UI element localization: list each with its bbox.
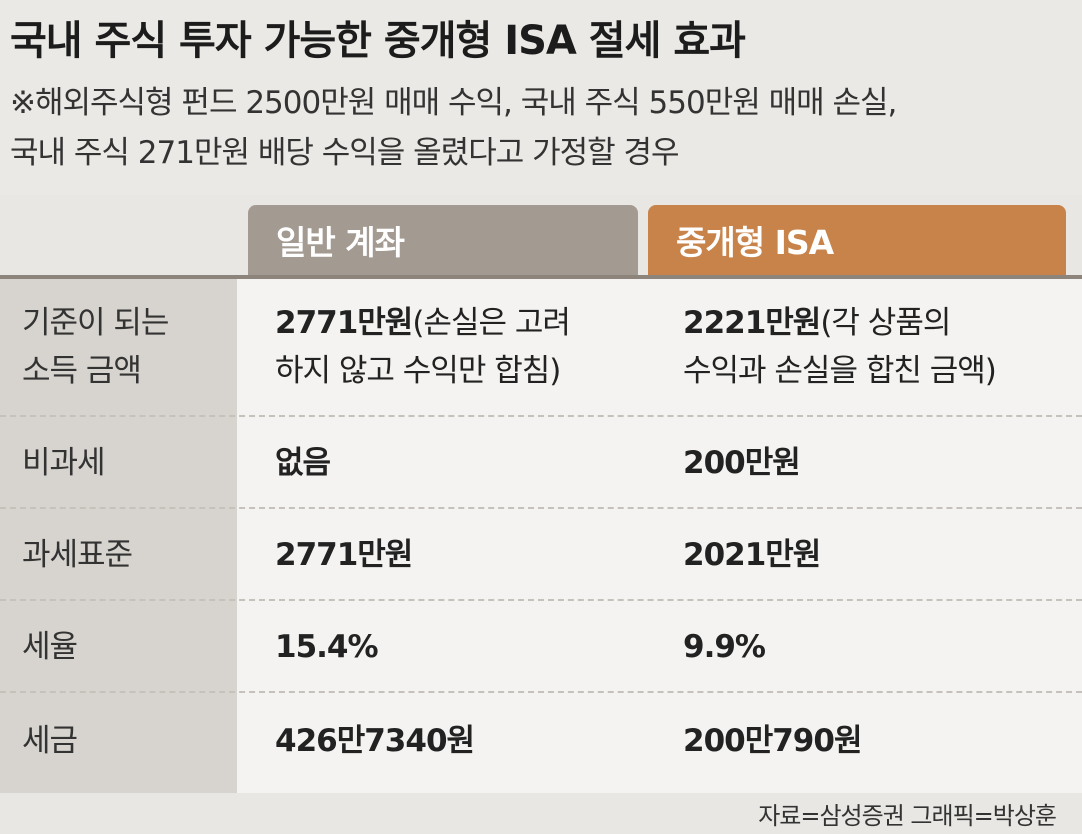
general-cell: 426만7340원 (275, 723, 475, 759)
general-note: 하지 않고 수익만 합침) (275, 353, 561, 389)
isa-value: 2221만원 (683, 305, 821, 341)
table-top-rule (0, 275, 1082, 279)
table-row: 세율 15.4% 9.9% (0, 601, 1082, 693)
row-label: 기준이 되는 소득 금액 (22, 305, 169, 389)
source-credit: 자료=삼성증권 그래픽=박상훈 (758, 802, 1057, 830)
general-value: 2771만원 (275, 305, 413, 341)
table-row: 과세표준 2771만원 2021만원 (0, 509, 1082, 601)
isa-note: 수익과 손실을 합친 금액) (683, 353, 997, 389)
row-label: 과세표준 (22, 537, 133, 573)
isa-cell: 2221만원(각 상품의 수익과 손실을 합친 금액) (683, 299, 997, 395)
column-header-general: 일반 계좌 (248, 205, 638, 275)
isa-cell: 2021만원 (683, 537, 821, 573)
row-label: 세율 (22, 629, 78, 665)
header: 국내 주식 투자 가능한 중개형 ISA 절세 효과 ※해외주식형 펀드 250… (0, 0, 1082, 195)
row-label: 비과세 (22, 445, 106, 481)
chart-title: 국내 주식 투자 가능한 중개형 ISA 절세 효과 (10, 18, 746, 64)
comparison-table: 일반 계좌 중개형 ISA 기준이 되는 소득 금액 2771만원(손실은 고려… (0, 195, 1082, 795)
general-cell: 2771만원(손실은 고려 하지 않고 수익만 합침) (275, 299, 571, 395)
general-note: (손실은 고려 (412, 305, 571, 341)
row-label: 세금 (22, 723, 78, 759)
subtitle-line-2: 국내 주식 271만원 배당 수익을 올렸다고 가정할 경우 (10, 135, 680, 171)
subtitle-line-1: ※해외주식형 펀드 2500만원 매매 수익, 국내 주식 550만원 매매 손… (10, 85, 897, 121)
table-row: 기준이 되는 소득 금액 2771만원(손실은 고려 하지 않고 수익만 합침)… (0, 279, 1082, 417)
general-cell: 없음 (275, 445, 331, 481)
label-column (0, 279, 237, 793)
table-row: 비과세 없음 200만원 (0, 417, 1082, 509)
isa-cell: 200만원 (683, 445, 801, 481)
data-column (237, 279, 1082, 793)
general-cell: 2771만원 (275, 537, 413, 573)
isa-note: (각 상품의 (820, 305, 951, 341)
table-row: 세금 426만7340원 200만790원 (0, 693, 1082, 793)
isa-cell: 200만790원 (683, 723, 862, 759)
chart-subtitle: ※해외주식형 펀드 2500만원 매매 수익, 국내 주식 550만원 매매 손… (10, 78, 1080, 178)
general-cell: 15.4% (275, 629, 379, 665)
isa-cell: 9.9% (683, 629, 766, 665)
column-header-isa: 중개형 ISA (648, 205, 1066, 275)
